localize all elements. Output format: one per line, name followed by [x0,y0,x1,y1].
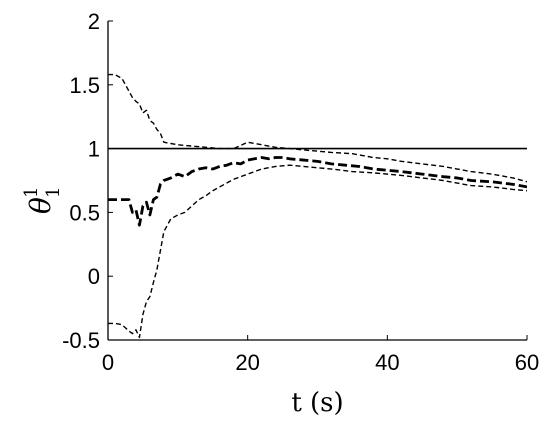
y-tick-label: 0.5 [69,200,100,225]
y-axis-label: θ 1 1 [21,187,64,214]
y-axis-label-superscript: 1 [21,187,42,198]
x-tick-labels: 0 20 40 60 [102,350,539,375]
x-axis-label: t (s) [291,388,343,418]
upper-bound-line [108,73,527,183]
x-tick-label: 60 [515,350,539,375]
y-tick-label: 0 [88,264,100,289]
y-tick-label: 1.5 [69,73,100,98]
y-tick-labels: -0.5 0 0.5 1 1.5 2 [62,9,100,353]
y-tick-label: -0.5 [62,328,100,353]
y-axis-label-subscript: 1 [43,187,64,198]
x-tick-label: 20 [235,350,259,375]
y-tick-label: 1 [88,137,100,162]
y-axis-label-symbol: θ [24,197,57,214]
axes [107,21,527,341]
y-tick-label: 2 [88,9,100,34]
estimate-line [108,156,527,227]
x-tick-label: 40 [375,350,399,375]
x-tick-label: 0 [102,350,114,375]
lower-bound-line [108,164,527,339]
tick-marks [107,20,528,341]
plot-lines [108,73,527,339]
